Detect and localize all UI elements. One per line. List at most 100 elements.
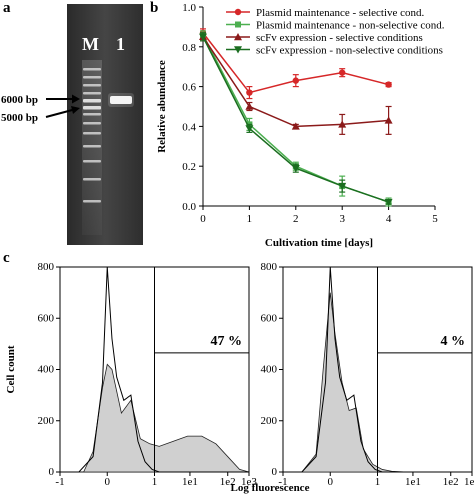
- data-point: [291, 164, 300, 173]
- panel-letter-c: c: [3, 250, 10, 266]
- series-line: [202, 34, 389, 203]
- ladder-band: [83, 68, 101, 71]
- lane-label-marker: M: [82, 34, 99, 54]
- legend-label: Plasmid maintenance - selective cond.: [256, 7, 425, 19]
- x-tick-label: 5: [432, 213, 438, 225]
- x-tick-label: 1e2: [220, 476, 236, 488]
- y-tick-label: 800: [261, 261, 278, 273]
- legend-item: scFv expression - non-selective conditio…: [226, 45, 443, 57]
- legend-item: Plasmid maintenance - selective cond.: [226, 7, 425, 19]
- x-tick-label: 1e1: [182, 476, 198, 488]
- line-chart-series: [199, 28, 393, 207]
- data-point: [291, 122, 300, 130]
- line-chart-x-axis-title: Cultivation time [days]: [265, 237, 373, 249]
- series-3: [199, 32, 393, 135]
- data-point: [385, 81, 392, 88]
- y-tick-label: 200: [261, 415, 278, 427]
- ladder-band: [83, 160, 101, 163]
- data-point: [234, 46, 242, 54]
- data-point: [338, 182, 347, 191]
- data-point: [338, 120, 347, 128]
- ladder-band: [83, 113, 101, 116]
- y-tick-label: 0.4: [182, 121, 196, 133]
- ladder-band: [83, 132, 101, 135]
- data-point: [235, 21, 241, 28]
- x-tick-label: 4: [386, 213, 392, 225]
- x-tick-label: -1: [55, 476, 64, 488]
- x-tick-label: 1e3: [241, 476, 257, 488]
- y-tick-label: 600: [38, 312, 55, 324]
- y-tick-label: 0.8: [182, 42, 196, 54]
- data-point: [245, 102, 254, 110]
- y-tick-label: 600: [261, 312, 278, 324]
- x-tick-label: 3: [339, 213, 345, 225]
- histogram-y-axis-title: Cell count: [5, 345, 17, 393]
- panel-letter-a: a: [3, 0, 11, 16]
- legend-label: Plasmid maintenance - non-selective cond…: [256, 20, 445, 32]
- series-4: [199, 32, 393, 207]
- ladder-band: [83, 92, 101, 95]
- size-label-6000: 6000 bp: [1, 94, 38, 106]
- gate-percent-label: 4 %: [441, 334, 466, 349]
- x-tick-label: 1: [247, 213, 253, 225]
- panel-letter-b: b: [150, 0, 158, 16]
- data-point: [199, 33, 207, 41]
- x-tick-label: 0: [200, 213, 206, 225]
- y-tick-label: 0: [49, 466, 55, 478]
- ladder-band: [83, 178, 101, 181]
- y-tick-label: 0.6: [182, 82, 196, 94]
- y-tick-label: 0.2: [182, 161, 196, 173]
- x-tick-label: 0: [105, 476, 111, 488]
- line-chart-ticks: 0 1 2 3 4 5 0.0 0.2 0.4 0.6 0.8 1.0: [182, 2, 438, 225]
- legend-item: Plasmid maintenance - non-selective cond…: [226, 20, 445, 32]
- ladder-band: [83, 106, 101, 110]
- data-point: [384, 116, 393, 124]
- gel-background: [67, 4, 143, 245]
- y-tick-label: 400: [38, 364, 55, 376]
- x-tick-label: 1e1: [405, 476, 421, 488]
- y-tick-label: 800: [38, 261, 55, 273]
- histogram-filled: [60, 363, 250, 473]
- x-tick-label: 1e3: [464, 476, 474, 488]
- y-tick-label: 0.0: [182, 201, 196, 213]
- histogram-x-axis-title: Log fluorescence: [231, 482, 310, 494]
- data-point: [234, 8, 242, 16]
- ladder-band: [83, 84, 101, 87]
- line-chart: 0 1 2 3 4 5 0.0 0.2 0.4 0.6 0.8 1.0 Cultivation tim…: [156, 2, 445, 249]
- sample-band: [110, 96, 132, 104]
- line-chart-y-axis-title: Relative abundance: [156, 60, 168, 153]
- x-tick-label: 1: [375, 476, 381, 488]
- data-point: [292, 77, 299, 84]
- series-2: [200, 30, 392, 207]
- y-tick-label: 200: [38, 415, 55, 427]
- size-label-5000: 5000 bp: [1, 112, 38, 124]
- gel-image: M 1: [67, 4, 143, 245]
- ladder-band: [83, 200, 101, 203]
- ladder-band: [83, 99, 101, 103]
- marker-ladder: [83, 68, 101, 203]
- histogram-outline: [60, 266, 249, 473]
- ladder-band: [83, 76, 101, 79]
- legend-item: scFv expression - selective conditions: [226, 32, 423, 44]
- lane-label-sample: 1: [116, 34, 125, 54]
- sample-band-glow: [108, 93, 134, 107]
- data-point: [246, 89, 253, 96]
- x-tick-label: 1: [152, 476, 158, 488]
- x-tick-label: -1: [278, 476, 287, 488]
- y-tick-label: 1.0: [182, 2, 196, 14]
- data-point: [384, 198, 393, 207]
- data-point: [245, 125, 254, 133]
- x-tick-label: 0: [328, 476, 334, 488]
- x-tick-label: 2: [293, 213, 299, 225]
- histogram-outline: [283, 266, 472, 473]
- legend-label: scFv expression - non-selective conditio…: [256, 45, 443, 57]
- ladder-band: [83, 122, 101, 125]
- series-line: [202, 36, 389, 203]
- data-point: [234, 33, 242, 41]
- y-tick-label: 400: [261, 364, 278, 376]
- gate-percent-label: 47 %: [211, 334, 243, 349]
- ladder-band: [83, 145, 101, 148]
